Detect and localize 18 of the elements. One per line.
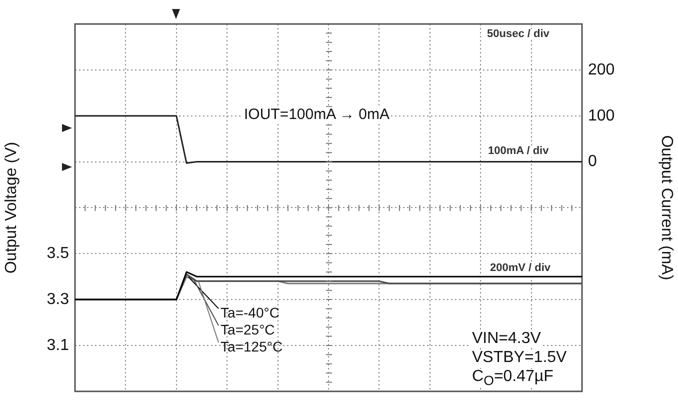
y-tick-label: 3.5 bbox=[46, 245, 70, 262]
annotation: 100mA / div bbox=[486, 145, 551, 157]
annotation: 50usec / div bbox=[485, 28, 552, 40]
y-tick-label: 3.3 bbox=[46, 290, 70, 308]
y-tick-label: 3.1 bbox=[46, 336, 70, 354]
y-axis-title: Output Voltage (V) bbox=[3, 142, 20, 274]
annotation: VSTBY=1.5V bbox=[470, 349, 569, 366]
y2-tick-label: 200 bbox=[588, 61, 615, 78]
annotation: VIN=4.3V bbox=[470, 330, 543, 347]
annotation: C$_{O}$=0.47µF bbox=[470, 368, 556, 388]
annotation: IOUT=100mA → 0mA bbox=[242, 106, 392, 123]
y2-tick-label: 100 bbox=[588, 107, 615, 124]
text: Ta=25°C bbox=[220, 321, 275, 338]
annotation: 200mV / div bbox=[488, 262, 553, 274]
y2-axis-title: Output Current (mA) bbox=[658, 135, 675, 280]
series-label: Ta=-40°C bbox=[220, 304, 280, 320]
y2-tick-label: 0 bbox=[588, 153, 597, 170]
text: Ta=125°C bbox=[220, 338, 283, 354]
